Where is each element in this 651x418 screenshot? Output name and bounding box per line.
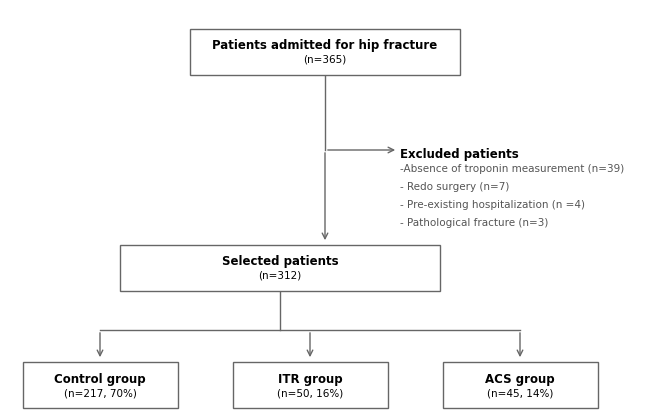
Text: (n=45, 14%): (n=45, 14%) — [487, 388, 553, 398]
Text: ITR group: ITR group — [278, 372, 342, 385]
Text: ACS group: ACS group — [485, 372, 555, 385]
Text: (n=217, 70%): (n=217, 70%) — [64, 388, 137, 398]
FancyBboxPatch shape — [232, 362, 387, 408]
Text: Selected patients: Selected patients — [222, 255, 339, 268]
Text: - Pathological fracture (n=3): - Pathological fracture (n=3) — [400, 218, 548, 228]
FancyBboxPatch shape — [443, 362, 598, 408]
Text: Excluded patients: Excluded patients — [400, 148, 519, 161]
FancyBboxPatch shape — [23, 362, 178, 408]
Text: Patients admitted for hip fracture: Patients admitted for hip fracture — [212, 39, 437, 53]
Text: -Absence of troponin measurement (n=39): -Absence of troponin measurement (n=39) — [400, 164, 624, 174]
Text: (n=365): (n=365) — [303, 55, 346, 65]
Text: Control group: Control group — [54, 372, 146, 385]
FancyBboxPatch shape — [120, 245, 440, 291]
Text: - Redo surgery (n=7): - Redo surgery (n=7) — [400, 182, 509, 192]
Text: (n=50, 16%): (n=50, 16%) — [277, 388, 343, 398]
Text: - Pre-existing hospitalization (n =4): - Pre-existing hospitalization (n =4) — [400, 200, 585, 210]
FancyBboxPatch shape — [190, 29, 460, 75]
Text: (n=312): (n=312) — [258, 271, 301, 281]
